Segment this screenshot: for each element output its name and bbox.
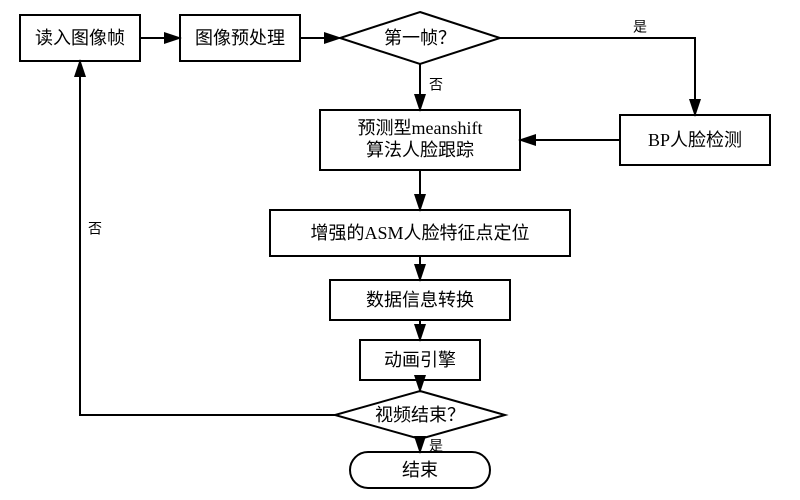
svg-text:读入图像帧: 读入图像帧: [35, 28, 125, 48]
edge-label-no-2: 否: [88, 223, 102, 238]
node-is-first-frame: 第一帧？: [340, 12, 500, 64]
svg-text:数据信息转换: 数据信息转换: [366, 290, 474, 310]
node-read-frame: 读入图像帧: [20, 15, 140, 61]
svg-text:结束: 结束: [402, 460, 438, 480]
svg-text:预测型meanshift: 预测型meanshift: [358, 118, 483, 138]
svg-text:BP人脸检测: BP人脸检测: [648, 130, 742, 150]
node-animation-engine: 动画引擎: [360, 340, 480, 380]
node-bp-face-detect: BP人脸检测: [620, 115, 770, 165]
edge-label-yes-1: 是: [633, 21, 647, 36]
edge-label-yes-2: 是: [429, 440, 443, 455]
node-end: 结束: [350, 452, 490, 488]
node-preprocess: 图像预处理: [180, 15, 300, 61]
node-meanshift-tracking: 预测型meanshift 算法人脸跟踪: [320, 110, 520, 170]
svg-text:算法人脸跟踪: 算法人脸跟踪: [366, 140, 474, 160]
svg-text:图像预处理: 图像预处理: [195, 28, 285, 48]
svg-text:第一帧？: 第一帧？: [384, 28, 456, 48]
node-asm-landmarks: 增强的ASM人脸特征点定位: [270, 210, 570, 256]
node-video-end: 视频结束？: [335, 391, 505, 439]
svg-text:视频结束？: 视频结束？: [375, 405, 465, 425]
node-data-conversion: 数据信息转换: [330, 280, 510, 320]
svg-text:增强的ASM人脸特征点定位: 增强的ASM人脸特征点定位: [310, 223, 529, 243]
svg-text:动画引擎: 动画引擎: [384, 350, 456, 370]
edge-label-no-1: 否: [429, 79, 443, 94]
edge-isfirst-yes-bpdetect: [500, 38, 695, 115]
